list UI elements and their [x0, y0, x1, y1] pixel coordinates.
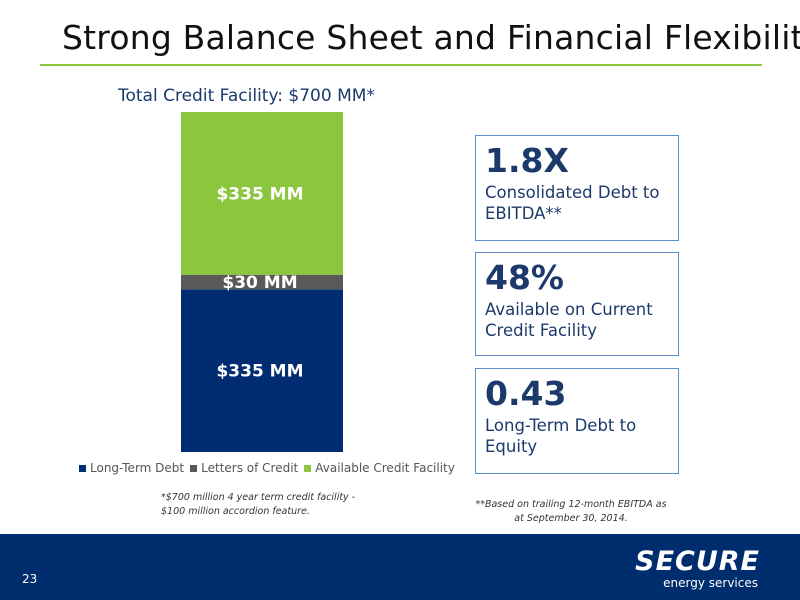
legend-item: Available Credit Facility [304, 461, 455, 475]
stat-value: 48% [485, 258, 564, 297]
data-label: $30 MM [222, 273, 297, 293]
slide-title: Strong Balance Sheet and Financial Flexi… [62, 18, 800, 57]
stat-description: Long-Term Debt to Equity [485, 416, 637, 456]
legend-label: Available Credit Facility [315, 461, 455, 475]
stat-box-debt-to-ebitda: 1.8X Consolidated Debt to EBITDA** [475, 135, 679, 241]
chart-legend: Long-Term Debt Letters of Credit Available… [79, 461, 461, 475]
footnote-credit-facility: *$700 million 4 year term credit facilit… [161, 492, 356, 517]
legend-swatch [190, 464, 198, 472]
data-label: $335 MM [216, 184, 303, 204]
footnote-ebitda: **Based on trailing 12-month EBITDA as a… [475, 499, 667, 524]
bar-segment-letters-of-credit [181, 274, 343, 290]
title-divider [40, 64, 762, 66]
page-number: 23 [22, 572, 38, 586]
legend-swatch [79, 464, 86, 472]
stat-box-debt-to-equity: 0.43 Long-Term Debt to Equity [475, 368, 679, 474]
bar-segment-long-term-debt [181, 289, 343, 452]
logo-wordmark: SECURE [635, 546, 760, 577]
legend-label: Letters of Credit [201, 461, 299, 475]
data-label: $335 MM [216, 362, 303, 382]
company-logo: SECURE energy services [590, 547, 760, 593]
stat-box-available-credit: 48% Available on Current Credit Facility [475, 252, 679, 356]
legend-swatch [304, 464, 312, 472]
stat-value: 1.8X [485, 141, 569, 180]
stat-description: Consolidated Debt to EBITDA** [485, 183, 660, 223]
legend-label: Long-Term Debt [90, 461, 185, 475]
chart-title: Total Credit Facility: $700 MM* [118, 86, 375, 106]
legend-item: Long-Term Debt [79, 461, 184, 475]
stat-value: 0.43 [485, 374, 567, 413]
logo-tagline: energy services [663, 576, 758, 590]
stat-description: Available on Current Credit Facility [485, 300, 653, 340]
bar-segment-available-credit-facility [181, 112, 343, 275]
footer-bar: 23 SECURE energy services [0, 534, 800, 600]
legend-item: Letters of Credit [190, 461, 298, 475]
